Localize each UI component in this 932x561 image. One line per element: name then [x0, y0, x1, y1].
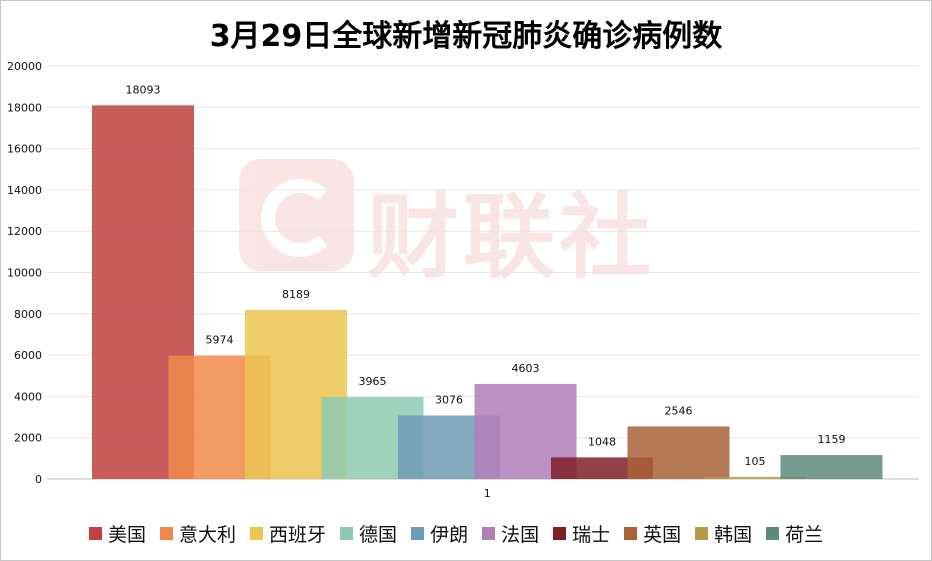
- y-tick-label: 8000: [14, 308, 42, 321]
- legend-item: 法国: [482, 520, 539, 547]
- data-label: 105: [745, 455, 766, 468]
- legend-label: 瑞士: [572, 523, 611, 546]
- legend-item: 英国: [624, 520, 681, 547]
- legend-label: 西班牙: [269, 523, 327, 546]
- legend-item: 伊朗: [411, 520, 468, 547]
- legend-item: 瑞士: [553, 520, 610, 547]
- legend-swatch: [553, 526, 567, 540]
- legend-label: 德国: [359, 523, 398, 546]
- bar-8: [627, 426, 730, 479]
- legend-swatch: [695, 526, 709, 540]
- legend-item: 美国: [89, 520, 146, 547]
- legend-item: 德国: [340, 520, 397, 547]
- y-tick-label: 6000: [14, 349, 42, 362]
- data-label: 1159: [818, 433, 846, 446]
- legend-swatch: [482, 526, 496, 540]
- legend-label: 美国: [108, 523, 147, 546]
- data-label: 18093: [126, 83, 161, 96]
- data-label: 1048: [588, 435, 616, 448]
- legend-item: 韩国: [695, 520, 752, 547]
- y-tick-label: 20000: [7, 60, 42, 73]
- bar-9: [704, 476, 806, 479]
- legend-swatch: [340, 526, 354, 540]
- chart-title: 3月29日全球新增新冠肺炎确诊病例数: [209, 19, 723, 54]
- y-tick-label: 2000: [14, 432, 42, 445]
- data-label: 4603: [512, 362, 540, 375]
- y-tick-label: 16000: [7, 143, 42, 156]
- legend-label: 意大利: [179, 523, 237, 546]
- legend-swatch: [411, 526, 425, 540]
- data-label: 3076: [435, 393, 463, 406]
- legend-label: 英国: [643, 523, 682, 546]
- legend-item: 意大利: [160, 520, 236, 547]
- legend: 美国 意大利 西班牙 德国 伊朗 法国 瑞士 英国 韩国 荷兰: [89, 519, 837, 547]
- legend-label: 荷兰: [785, 523, 824, 546]
- bar-10: [780, 455, 883, 479]
- y-tick-label: 14000: [7, 184, 42, 197]
- data-label: 2546: [665, 404, 693, 417]
- legend-swatch: [89, 526, 102, 540]
- y-tick-label: 12000: [7, 225, 42, 238]
- legend-swatch: [766, 526, 780, 540]
- data-label: 5974: [206, 334, 234, 347]
- y-tick-label: 18000: [7, 101, 42, 114]
- legend-item: 西班牙: [250, 520, 326, 547]
- legend-label: 韩国: [714, 523, 753, 546]
- y-tick-label: 4000: [14, 390, 42, 403]
- legend-label: 法国: [501, 523, 540, 546]
- legend-item: 荷兰: [766, 520, 823, 547]
- x-tick-label: 1: [484, 487, 491, 500]
- bar-chart: 0 2000 4000 6000 8000 10000 12000 14000 16000 180…: [7, 60, 919, 500]
- data-label: 8189: [282, 288, 310, 301]
- legend-swatch: [160, 526, 174, 540]
- legend-swatch: [250, 526, 264, 540]
- legend-swatch: [624, 526, 638, 540]
- legend-label: 伊朗: [430, 523, 469, 546]
- y-tick-label: 0: [35, 473, 42, 486]
- data-label: 3965: [359, 375, 387, 388]
- y-tick-label: 10000: [7, 267, 42, 280]
